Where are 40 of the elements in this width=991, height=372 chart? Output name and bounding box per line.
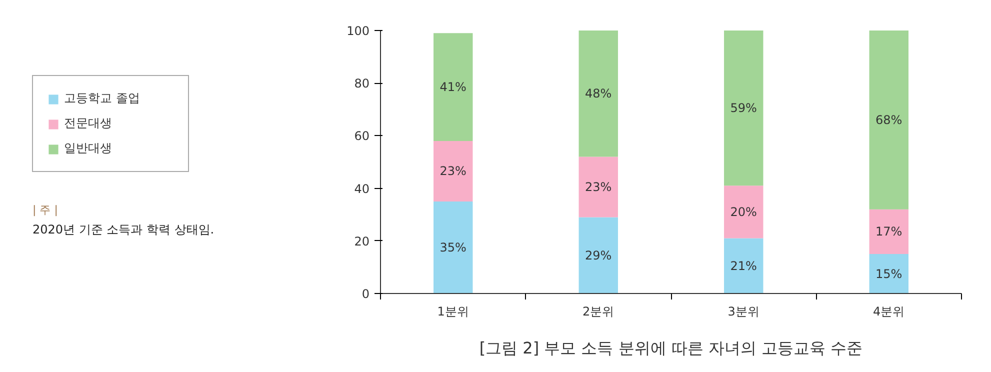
x-tick-label: 3분위 [728, 304, 760, 318]
y-tick-label: 100 [346, 24, 370, 38]
legend-label: 전문대생 [64, 115, 113, 132]
x-tick-label: 4분위 [873, 304, 905, 318]
bar [434, 201, 473, 294]
data-label: 21% [730, 258, 757, 273]
y-tick-label: 60 [354, 129, 370, 144]
bar [869, 254, 908, 294]
text: [그림 2] 부모 소득 분위에 따른 자녀의 고등교육 수준 [479, 338, 863, 358]
bar [724, 238, 764, 294]
bar [724, 30, 764, 186]
data-label: 35% [440, 240, 466, 254]
y-tick-label: 20 [354, 234, 370, 248]
y-tick-label: 40 [354, 182, 370, 196]
data-label: 59% [730, 101, 757, 116]
bar [578, 30, 618, 157]
x-tick-label: 1분위 [437, 304, 469, 318]
data-label: 41% [440, 80, 466, 94]
data-label: 17% [876, 224, 902, 239]
bar [869, 209, 908, 254]
text: | 주 | [32, 204, 58, 216]
bar [578, 217, 618, 294]
y-tick-label: 80 [354, 76, 370, 91]
data-label: 68% [876, 112, 902, 127]
data-label: 23% [440, 164, 466, 178]
data-label: 23% [585, 180, 612, 194]
data-label: 15% [876, 266, 902, 281]
text: 2020년 기준 소득과 학력 상태임. [32, 222, 214, 236]
bar [434, 140, 473, 202]
bar [869, 30, 908, 210]
legend-label: 일반대생 [64, 140, 113, 157]
x-tick-label: 2분위 [582, 304, 614, 318]
data-label: 48% [585, 86, 612, 101]
data-label: 20% [730, 204, 757, 219]
bar [434, 33, 473, 141]
y-tick-label: 0 [362, 287, 370, 301]
bar [724, 186, 764, 238]
bar [578, 156, 618, 218]
data-label: 29% [585, 248, 612, 262]
legend-label: 고등학교 졸업 [64, 90, 141, 107]
